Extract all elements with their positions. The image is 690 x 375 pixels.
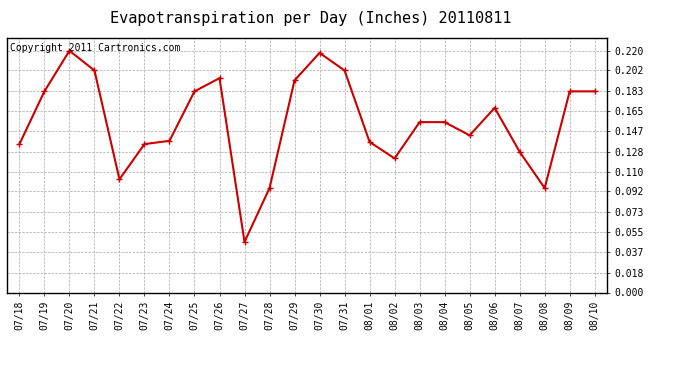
Text: Evapotranspiration per Day (Inches) 20110811: Evapotranspiration per Day (Inches) 2011… — [110, 11, 511, 26]
Text: Copyright 2011 Cartronics.com: Copyright 2011 Cartronics.com — [10, 43, 180, 52]
